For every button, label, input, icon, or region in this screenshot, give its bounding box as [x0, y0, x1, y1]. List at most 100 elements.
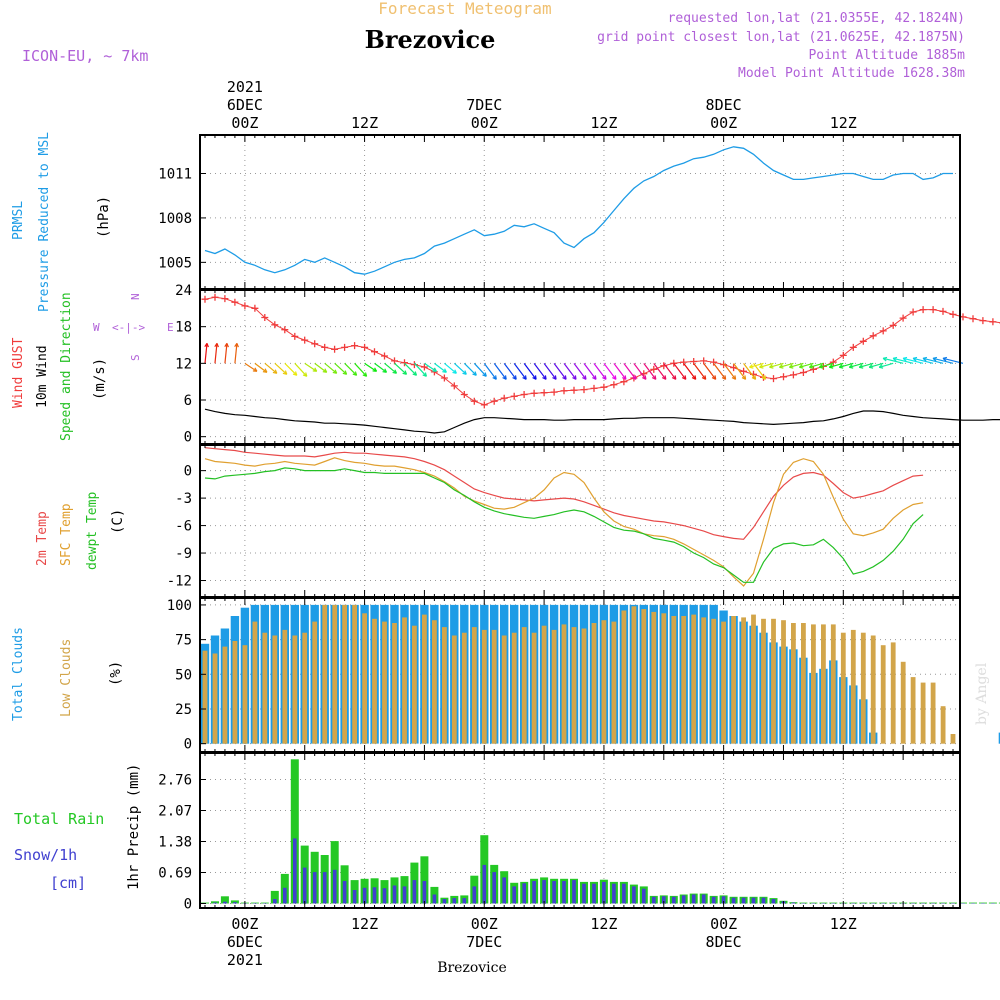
gust-marker	[470, 397, 478, 405]
wind-arrow-head	[632, 375, 637, 380]
wind-arrow-head	[362, 372, 368, 377]
bottom-time-label: 12Z	[830, 915, 857, 933]
snow-bar	[622, 883, 626, 904]
gust-marker	[301, 336, 309, 344]
low-cloud-bar	[262, 632, 268, 744]
bottom-time-label: 12Z	[351, 915, 378, 933]
low-cloud-bar	[900, 661, 906, 744]
low-cloud-bar	[461, 632, 467, 744]
low-cloud-bar	[382, 621, 387, 744]
gust-marker	[321, 343, 329, 351]
low-cloud-bar	[551, 629, 557, 744]
low-cloud-bar	[252, 621, 258, 744]
wind-arrow-head	[612, 375, 617, 380]
wind-arrow-head	[651, 375, 657, 380]
snow-bar	[691, 894, 696, 904]
dewpt-temp-label: dewpt Temp	[85, 492, 100, 570]
dewpt-temp-line	[204, 467, 924, 583]
y-tick-label: 1.38	[158, 835, 192, 851]
meteogram-title: Forecast Meteogram	[378, 0, 551, 18]
low-cloud-bar	[242, 645, 248, 744]
wind-arrow-head	[912, 356, 918, 362]
rain-bar	[859, 902, 868, 904]
wind-arrow-head	[224, 342, 229, 348]
wind-arrow-head	[749, 364, 754, 369]
snow-bar	[293, 838, 297, 904]
rain-bar	[799, 902, 808, 904]
bottom-time-label: 2021	[227, 951, 263, 969]
bottom-time-label: 6DEC	[227, 933, 263, 951]
wind-direction-arrow	[493, 362, 507, 380]
snow-bar	[741, 897, 746, 904]
wind-arrow-head	[492, 375, 497, 380]
rain-bar	[250, 902, 259, 904]
snow-bar	[402, 886, 407, 904]
wind-arrow-head	[691, 375, 697, 380]
gust-marker	[949, 310, 957, 318]
wind-direction-arrow	[314, 362, 328, 373]
gust-marker	[590, 384, 598, 392]
y-tick-label: 18	[175, 320, 192, 336]
gust-marker	[311, 340, 319, 348]
gust-marker	[979, 317, 987, 325]
panel-frames	[199, 134, 961, 909]
sfc-temp-label: SFC Temp	[59, 503, 74, 566]
wind-arrow-head	[552, 375, 557, 380]
wind-direction-arrow	[384, 362, 397, 374]
snow-bar	[731, 897, 736, 904]
rain-bar	[849, 902, 858, 904]
wind-direction-arrow	[364, 362, 377, 372]
wind-direction-arrow	[334, 362, 348, 375]
gust-marker	[849, 343, 857, 351]
low-cloud-bar	[292, 635, 298, 744]
snow-bar	[472, 886, 477, 904]
snow-bar	[392, 885, 397, 904]
gust-marker	[480, 401, 488, 409]
gust-marker	[530, 389, 538, 397]
wind-direction-arrow	[463, 362, 477, 376]
wind-arrow-head	[482, 372, 487, 377]
wind-arrow-head	[572, 375, 577, 380]
y-tick-label: 1005	[158, 255, 192, 271]
snow-bar	[532, 881, 536, 904]
top-time-label: 2021	[227, 78, 263, 96]
bottom-time-label: 00Z	[471, 915, 498, 933]
gust-marker	[361, 343, 369, 351]
low-cloud-bar	[521, 627, 527, 744]
low-cloud-bar	[940, 706, 946, 744]
wind-arrow-head	[402, 370, 408, 375]
wind-direction-arrow	[912, 357, 934, 364]
bottom-time-label: 7DEC	[466, 933, 502, 951]
pressure-label: Pressure Reduced to MSL	[37, 132, 52, 312]
low-cloud-bar	[451, 635, 457, 744]
gust-marker	[371, 348, 378, 356]
snow-bar	[681, 895, 686, 904]
gust-marker	[341, 343, 349, 351]
wind-direction-arrow	[633, 362, 647, 380]
compass-east: E	[167, 321, 174, 334]
rain-bar	[211, 901, 219, 904]
snow-bar	[672, 896, 676, 904]
wind-direction-arrow	[892, 357, 914, 364]
wind-arrow-head	[562, 375, 567, 380]
wind-direction-arrow	[902, 357, 924, 364]
gridpoint-coords: grid point closest lon,lat (21.0625E, 42…	[597, 30, 965, 45]
snow-bar	[721, 896, 726, 904]
prmsl-label: PRMSL	[11, 201, 26, 240]
snow-bar	[602, 881, 606, 904]
wind-direction-arrow	[533, 362, 547, 380]
low-cloud-bar	[202, 650, 208, 744]
top-time-label: 7DEC	[466, 96, 502, 114]
low-cloud-bar	[571, 627, 577, 744]
wind-arrow-head	[788, 364, 794, 369]
low-cloud-bar	[541, 625, 547, 744]
sfc-temp-line	[204, 457, 924, 587]
y-tick-label: 2.07	[158, 804, 192, 820]
low-cloud-bar	[661, 613, 667, 744]
wind-arrow-head	[372, 367, 378, 372]
low-cloud-bar	[581, 628, 587, 744]
low-cloud-bar	[282, 629, 288, 744]
low-cloud-bar	[471, 627, 477, 744]
total-cloud-bar	[998, 732, 1000, 744]
gust-marker	[520, 391, 528, 398]
